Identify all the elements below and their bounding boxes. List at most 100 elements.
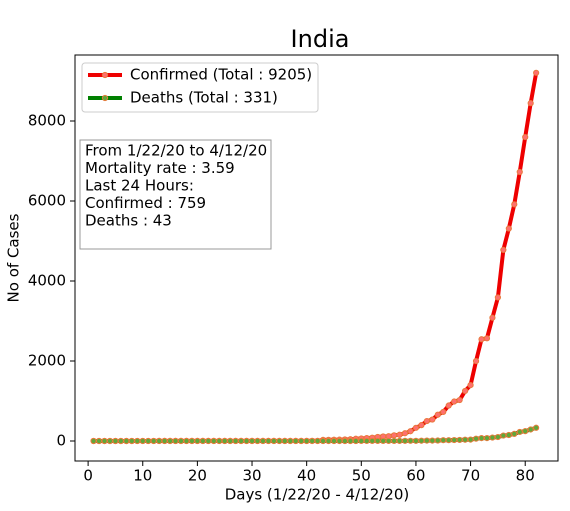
marker xyxy=(150,437,157,445)
marker xyxy=(483,335,491,342)
marker xyxy=(227,437,234,445)
marker xyxy=(112,437,119,445)
marker xyxy=(101,437,108,445)
x-tick-label: 10 xyxy=(133,467,152,485)
marker xyxy=(533,424,540,431)
marker xyxy=(254,437,261,445)
marker xyxy=(445,402,452,409)
marker xyxy=(418,422,425,429)
marker xyxy=(341,437,349,445)
marker xyxy=(265,437,272,445)
marker xyxy=(505,225,512,232)
marker xyxy=(472,435,480,442)
y-axis-label: No of Cases xyxy=(5,213,23,302)
marker xyxy=(522,133,529,141)
marker xyxy=(117,437,124,445)
legend-label: Deaths (Total : 331) xyxy=(130,89,278,107)
marker xyxy=(243,437,250,445)
marker xyxy=(221,437,228,445)
marker xyxy=(390,437,398,444)
marker xyxy=(281,437,288,445)
marker xyxy=(172,437,179,445)
y-tick-label: 0 xyxy=(56,432,66,450)
marker xyxy=(199,437,206,445)
legend-box xyxy=(81,62,319,113)
marker xyxy=(434,411,441,418)
marker xyxy=(500,246,507,253)
annotation-line: Confirmed : 759 xyxy=(85,194,206,212)
marker xyxy=(407,437,414,444)
marker xyxy=(451,398,458,405)
marker xyxy=(161,437,168,445)
marker xyxy=(456,436,463,444)
marker xyxy=(95,437,103,445)
x-tick-label: 20 xyxy=(188,467,207,485)
x-tick-label: 30 xyxy=(242,467,261,485)
y-tick-label: 6000 xyxy=(28,192,66,210)
marker xyxy=(527,100,534,107)
marker xyxy=(106,437,114,445)
marker xyxy=(177,437,185,445)
legend-label: Confirmed (Total : 9205) xyxy=(130,66,312,84)
annotation-line: From 1/22/20 to 4/12/20 xyxy=(85,142,267,160)
marker xyxy=(314,437,321,445)
marker xyxy=(494,433,501,441)
marker xyxy=(472,357,480,365)
marker xyxy=(325,437,332,445)
marker xyxy=(287,437,294,445)
marker xyxy=(401,430,409,437)
marker xyxy=(429,437,436,444)
marker xyxy=(90,437,97,445)
marker xyxy=(205,437,212,445)
marker xyxy=(336,437,343,445)
marker xyxy=(440,437,447,444)
marker xyxy=(358,437,365,445)
marker xyxy=(134,437,141,445)
marker xyxy=(216,437,223,445)
marker xyxy=(511,201,518,208)
marker xyxy=(374,437,381,445)
marker xyxy=(456,396,463,404)
marker xyxy=(462,387,469,395)
plot-frame xyxy=(74,54,559,462)
marker xyxy=(330,437,338,445)
x-tick-label: 80 xyxy=(516,467,535,485)
marker xyxy=(145,437,152,445)
marker xyxy=(478,336,485,343)
marker xyxy=(527,426,534,433)
marker xyxy=(385,437,392,445)
x-tick-label: 50 xyxy=(352,467,371,485)
y-tick-label: 2000 xyxy=(28,352,66,370)
marker xyxy=(188,437,196,445)
marker xyxy=(467,382,474,389)
marker xyxy=(237,437,245,445)
marker xyxy=(276,437,283,445)
marker xyxy=(292,437,299,445)
marker xyxy=(369,437,376,445)
marker xyxy=(489,314,496,321)
legend-marker xyxy=(101,71,109,79)
marker xyxy=(363,437,370,445)
x-axis-label: Days (1/22/20 - 4/12/20) xyxy=(225,486,410,504)
marker xyxy=(303,437,310,445)
marker xyxy=(128,437,135,445)
marker xyxy=(396,431,403,438)
marker xyxy=(511,430,518,437)
marker xyxy=(489,434,496,441)
marker xyxy=(423,437,430,444)
marker xyxy=(270,437,277,445)
y-tick-label: 8000 xyxy=(28,112,66,130)
x-tick-label: 70 xyxy=(461,467,480,485)
marker xyxy=(232,437,239,445)
marker xyxy=(505,431,512,439)
marker xyxy=(390,432,398,439)
marker xyxy=(194,437,201,445)
marker xyxy=(516,428,523,436)
marker xyxy=(445,437,452,444)
annotation-line: Mortality rate : 3.59 xyxy=(85,159,235,177)
marker xyxy=(451,436,458,444)
marker xyxy=(418,437,425,444)
marker xyxy=(533,69,540,76)
legend-marker xyxy=(101,94,109,102)
